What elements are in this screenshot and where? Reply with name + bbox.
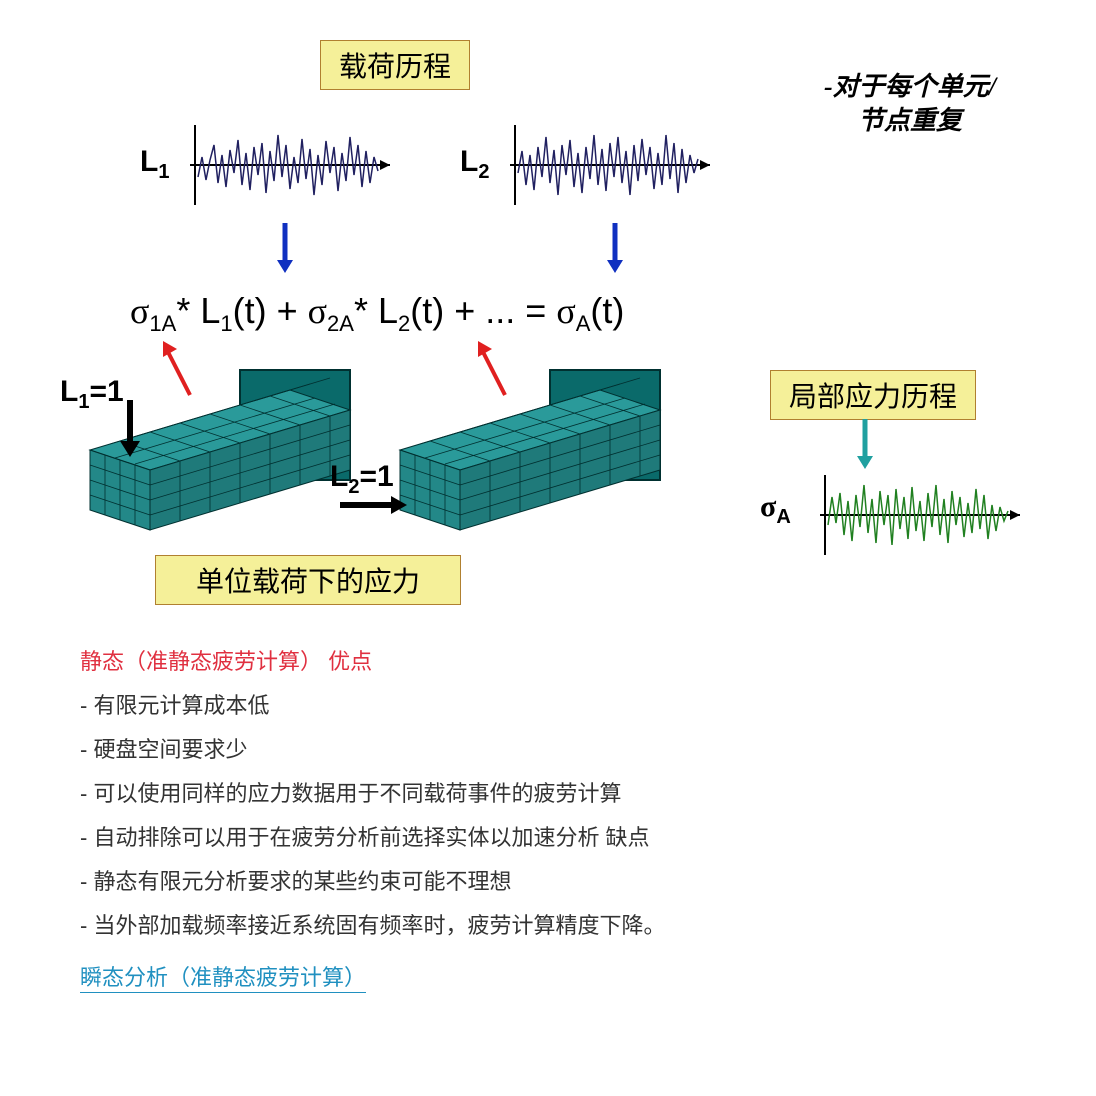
bullet-2: - 可以使用同样的应力数据用于不同载荷事件的疲劳计算: [80, 772, 1020, 816]
bullet-3: - 自动排除可以用于在疲劳分析前选择实体以加速分析 缺点: [80, 816, 1020, 860]
repeat-note: -对于每个单元/ 节点重复: [760, 70, 1060, 138]
sigmaA-signal: [810, 460, 1040, 570]
l2-label: L2: [460, 145, 489, 184]
sigmaA-label: σA: [760, 490, 791, 529]
red-heading: 静态（准静态疲劳计算） 优点: [80, 640, 1020, 684]
superposition-equation: σ1A* L1(t) + σ2A* L2(t) + ... = σA(t): [130, 290, 624, 337]
load-history-label: 载荷历程: [320, 40, 470, 90]
blue-link[interactable]: 瞬态分析（准静态疲劳计算）: [80, 965, 366, 993]
bullet-5: - 当外部加载频率接近系统固有频率时，疲劳计算精度下降。: [80, 904, 1020, 948]
local-stress-history-label: 局部应力历程: [770, 370, 976, 420]
l1-label: L1: [140, 145, 169, 184]
arrow-l1-down: [270, 218, 300, 278]
bullet-1: - 硬盘空间要求少: [80, 728, 1020, 772]
note-line2: 节点重复: [858, 106, 962, 135]
unit-load-stress-label: 单位载荷下的应力: [155, 555, 461, 605]
arrow-l2-load: [335, 490, 415, 520]
note-line1: -对于每个单元/: [824, 72, 996, 101]
beam-2: [360, 360, 680, 560]
bullet-4: - 静态有限元分析要求的某些约束可能不理想: [80, 860, 1020, 904]
text-body: 静态（准静态疲劳计算） 优点 - 有限元计算成本低 - 硬盘空间要求少 - 可以…: [80, 640, 1020, 1000]
bullet-0: - 有限元计算成本低: [80, 684, 1020, 728]
arrow-l1-load: [115, 395, 145, 465]
l1-signal: [180, 110, 410, 220]
arrow-l2-down: [600, 218, 630, 278]
l2-signal: [500, 110, 730, 220]
